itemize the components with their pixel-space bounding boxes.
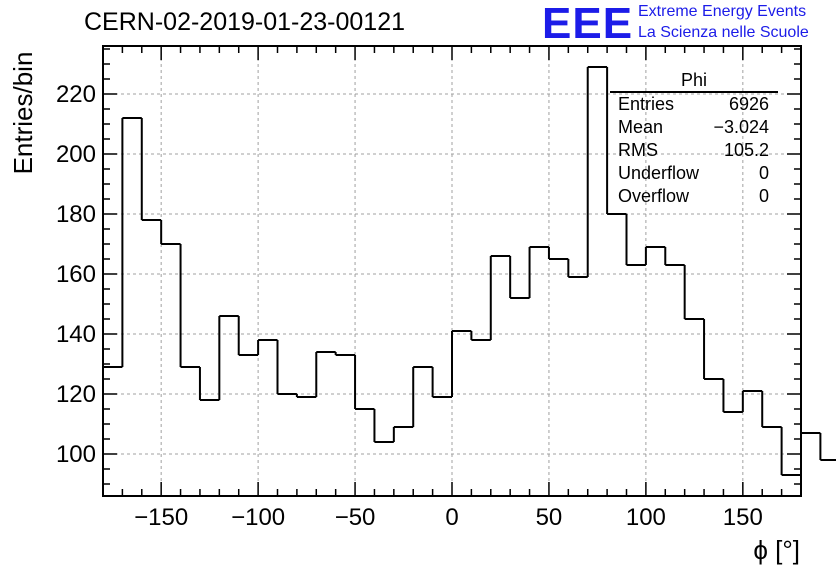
x-tick-label: 100 [626, 504, 666, 531]
y-tick-label: 200 [56, 141, 96, 168]
axis-ticks [102, 46, 802, 496]
stats-row-value: 0 [759, 163, 769, 183]
stats-row-value: 0 [759, 186, 769, 206]
stats-row-label: Entries [618, 94, 674, 114]
y-tick-label: 180 [56, 201, 96, 228]
y-tick-label: 160 [56, 261, 96, 288]
grid-lines [103, 46, 801, 496]
x-tick-label: −100 [231, 504, 285, 531]
stats-row-label: Mean [618, 117, 663, 137]
y-axis-label: Entries/bin [8, 52, 38, 175]
run-title: CERN-02-2019-01-23-00121 [84, 8, 406, 36]
x-tick-label: −150 [134, 504, 188, 531]
x-tick-label: 0 [445, 504, 458, 531]
x-axis-label: ϕ [°] [753, 535, 800, 565]
stats-row-value: 6926 [729, 94, 769, 114]
axis-tick-labels: −150 −100 −50 0 50 100 150 100 120 140 160 180 200 22… [56, 81, 763, 531]
eee-logo: EEE [542, 0, 634, 48]
y-tick-label: 140 [56, 321, 96, 348]
y-tick-label: 220 [56, 81, 96, 108]
histogram-bins [103, 66, 836, 476]
stats-row-label: RMS [618, 140, 658, 160]
stats-row-label: Overflow [618, 186, 690, 206]
y-tick-label: 120 [56, 381, 96, 408]
stats-row-label: Underflow [618, 163, 700, 183]
x-tick-label: 150 [723, 504, 763, 531]
logo-subtitle-line1: Extreme Energy Events [638, 3, 807, 20]
stats-row-value: −3.024 [713, 117, 769, 137]
stats-row-value: 105.2 [724, 140, 769, 160]
x-tick-label: 50 [536, 504, 563, 531]
stats-box: Phi Entries 6926 Mean −3.024 RMS 105.2 Underfl… [610, 70, 778, 206]
stats-box-title: Phi [681, 70, 707, 90]
y-tick-label: 100 [56, 441, 96, 468]
x-tick-label: −50 [335, 504, 376, 531]
logo-subtitle-line2: La Scienza nelle Scuole [638, 24, 809, 41]
